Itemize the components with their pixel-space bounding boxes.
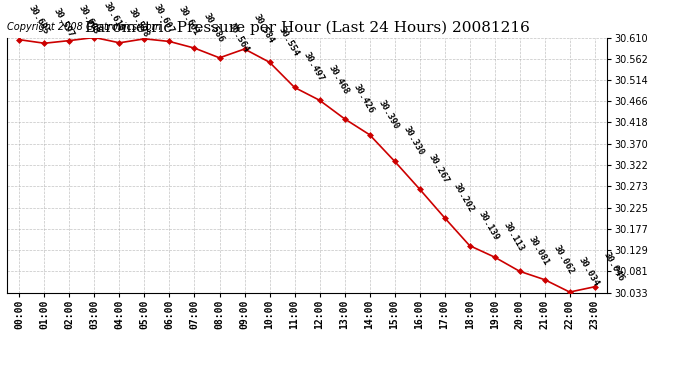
Text: Copyright 2008 Castronics.com: Copyright 2008 Castronics.com xyxy=(7,22,161,32)
Text: 30.330: 30.330 xyxy=(402,124,426,157)
Text: 30.267: 30.267 xyxy=(426,153,451,185)
Text: 30.062: 30.062 xyxy=(551,243,575,276)
Text: 30.584: 30.584 xyxy=(251,12,275,45)
Text: 30.601: 30.601 xyxy=(177,5,200,37)
Title: Barometric Pressure per Hour (Last 24 Hours) 20081216: Barometric Pressure per Hour (Last 24 Ho… xyxy=(85,21,529,35)
Text: 30.607: 30.607 xyxy=(151,2,175,34)
Text: 30.202: 30.202 xyxy=(451,181,475,214)
Text: 30.603: 30.603 xyxy=(77,4,100,36)
Text: 30.390: 30.390 xyxy=(377,98,400,130)
Text: 30.605: 30.605 xyxy=(26,3,50,36)
Text: 30.564: 30.564 xyxy=(226,21,250,54)
Text: 30.034: 30.034 xyxy=(577,255,600,288)
Text: 30.139: 30.139 xyxy=(477,209,500,242)
Text: 30.426: 30.426 xyxy=(351,82,375,115)
Text: 30.586: 30.586 xyxy=(201,12,226,44)
Text: 30.046: 30.046 xyxy=(602,250,626,283)
Text: 30.497: 30.497 xyxy=(302,51,326,83)
Text: 30.610: 30.610 xyxy=(101,1,126,33)
Text: 30.554: 30.554 xyxy=(277,26,300,58)
Text: 30.081: 30.081 xyxy=(526,235,551,267)
Text: 30.468: 30.468 xyxy=(326,64,351,96)
Text: 30.598: 30.598 xyxy=(126,6,150,39)
Text: 30.113: 30.113 xyxy=(502,220,526,253)
Text: 30.597: 30.597 xyxy=(51,7,75,39)
